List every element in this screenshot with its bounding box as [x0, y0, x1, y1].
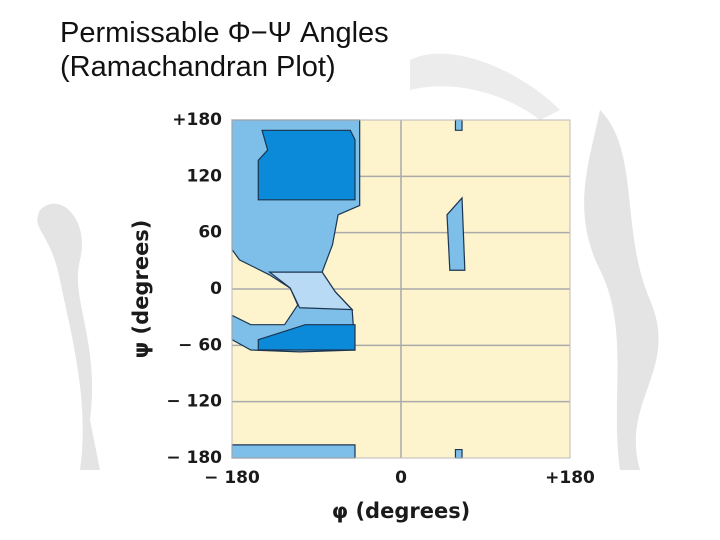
y-tick-label: − 180 — [166, 448, 222, 468]
allowed-region — [231, 444, 356, 459]
y-tick-label: − 120 — [166, 392, 222, 412]
x-tick-label: − 180 — [204, 468, 260, 488]
y-tick-label: 120 — [187, 166, 223, 186]
allowed-region — [267, 271, 354, 311]
x-tick-label: +180 — [545, 468, 595, 488]
plot-frame — [231, 119, 571, 459]
x-axis-label: φ (degrees) — [332, 499, 471, 523]
y-tick-label: 60 — [198, 223, 222, 243]
allowed-region — [446, 196, 466, 271]
y-axis-label: ψ (degrees) — [129, 220, 153, 359]
y-tick-label: +180 — [172, 110, 222, 130]
ribbon-decor — [584, 110, 659, 470]
slide-title: Permissable Φ−Ψ Angles — [60, 17, 389, 49]
ribbon-decor — [410, 53, 560, 121]
allowed-region — [257, 129, 356, 201]
allowed-region — [454, 119, 463, 131]
allowed-region — [454, 448, 463, 459]
y-tick-label: − 60 — [178, 335, 222, 355]
y-tick-label: 0 — [210, 279, 222, 299]
x-tick-label: 0 — [395, 468, 407, 488]
slide-title: (Ramachandran Plot) — [60, 51, 336, 83]
allowed-region — [257, 324, 356, 351]
ribbon-decor — [37, 203, 100, 470]
